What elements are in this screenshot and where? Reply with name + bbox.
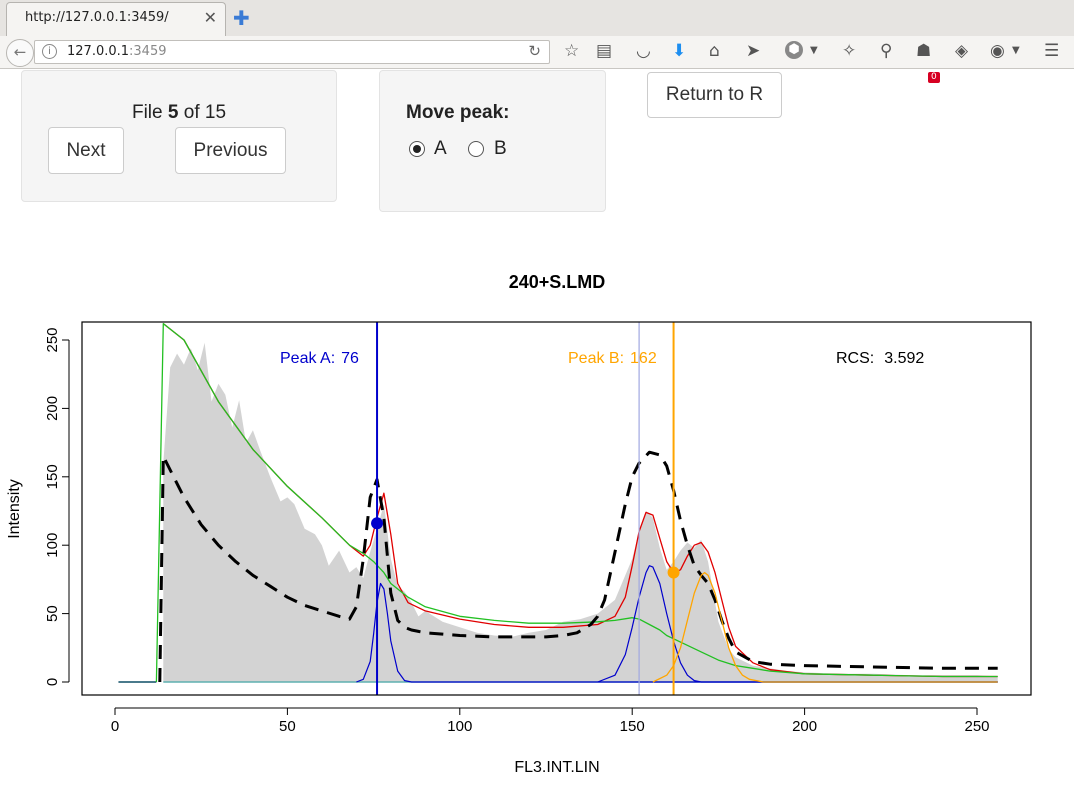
file-nav-panel: File 5 of 15 Next Previous [21,70,337,202]
radio-peak-b-label: B [494,138,507,159]
pocket-icon[interactable]: ◡ [636,41,651,61]
home-icon[interactable]: ⌂ [709,41,720,61]
send-icon[interactable]: ➤ [746,41,761,61]
peak-a-point [371,517,384,530]
tab-title: http://127.0.0.1:3459/ [25,10,169,25]
y-tick-label: 100 [44,533,61,558]
menu-icon[interactable]: ☰ [1044,41,1060,61]
peak-b-value: 162 [630,350,657,367]
peak-a-annotation: Peak A: 76 [280,350,359,367]
extension-dropdown-icon[interactable]: ▼ [1012,45,1020,56]
extension-spark-icon[interactable]: ✧ [842,41,857,61]
reload-icon[interactable]: ↻ [528,42,541,60]
radio-peak-a-label: A [434,138,447,159]
return-to-r-button[interactable]: Return to R [647,72,782,118]
url-host: 127.0.0.1 [67,44,130,59]
file-counter-middle: of [178,102,205,123]
dashed-fit-line [158,450,998,683]
x-tick-label: 200 [792,718,817,735]
peak-fit-plot: 240+S.LMD 0 50 100 150 200 250 0 50 100 150 200 250… [6,272,1032,776]
move-peak-title: Move peak: [406,102,510,123]
next-button[interactable]: Next [48,127,124,174]
browser-nav-bar: ← i 127.0.0.1:3459 ↻ ☆ ▤ ◡ ⬇ ⌂ ➤ ⬢ ▼ ✧ ⚲… [0,36,1074,83]
url-bar[interactable]: i 127.0.0.1:3459 ↻ [34,40,550,64]
y-tick-label: 200 [44,396,61,421]
axes-layer: 0 50 100 150 200 250 0 50 100 150 200 250 [44,327,990,735]
file-counter-prefix: File [131,102,168,123]
extension-eye-icon[interactable]: ◉ [990,41,1005,61]
y-tick-label: 150 [44,464,61,489]
peak-b-left-curve [597,565,998,683]
plot-frame [81,321,1032,696]
move-peak-panel: Move peak: A B [379,70,606,212]
x-tick-label: 150 [620,718,645,735]
x-tick-label: 250 [964,718,989,735]
extension-diamond-icon[interactable]: ◈ [955,41,969,61]
rcs-annotation: RCS: 3.592 [836,350,924,367]
y-tick-label: 0 [44,678,61,686]
url-port: :3459 [129,44,167,59]
x-tick-label: 100 [447,718,472,735]
x-tick-label: 50 [279,718,296,735]
rcs-value: 3.592 [884,350,924,367]
peak-a-curve [356,582,998,683]
file-counter-total: 15 [204,102,227,123]
bookmark-star-icon[interactable]: ☆ [564,41,580,61]
adblock-dropdown-icon[interactable]: ▼ [810,45,818,56]
download-icon[interactable]: ⬇ [672,41,687,61]
tab-close-icon[interactable]: ✕ [203,8,217,27]
ghost-icon[interactable]: ☗ [916,41,932,61]
new-tab-icon[interactable]: ✚ [233,6,250,30]
info-icon[interactable]: i [42,44,57,59]
radio-peak-a[interactable] [409,141,425,157]
fit-lines-layer [155,322,998,695]
url-text: 127.0.0.1:3459 [67,44,167,59]
plot-title: 240+S.LMD [509,272,606,292]
peak-a-value: 76 [341,350,359,367]
browser-tab[interactable]: http://127.0.0.1:3459/ ✕ [6,2,226,36]
peak-b-right-curve [652,571,998,683]
x-axis-label: FL3.INT.LIN [514,759,599,776]
notification-badge: 0 [928,72,940,83]
peak-a-label: Peak A: [280,350,335,367]
rcs-label: RCS: [836,350,874,367]
peak-b-annotation: Peak B: 162 [568,350,657,367]
previous-button[interactable]: Previous [175,127,286,174]
histogram-layer [118,342,998,683]
x-tick-label: 0 [111,718,119,735]
extension-pin-icon[interactable]: ⚲ [880,41,893,61]
browser-tab-bar: http://127.0.0.1:3459/ ✕ ✚ [0,0,1074,37]
histogram-area [163,342,998,682]
file-counter: File 5 of 15 [22,102,336,124]
reader-list-icon[interactable]: ▤ [596,41,613,61]
background-line [155,322,998,683]
file-counter-current: 5 [167,102,179,123]
radio-peak-b[interactable] [468,141,484,157]
adblock-icon[interactable]: ⬢ [785,41,803,59]
peak-b-point [667,566,680,579]
peak-b-label: Peak B: [568,350,624,367]
back-icon[interactable]: ← [6,39,34,67]
y-tick-label: 50 [44,605,61,622]
y-tick-label: 250 [44,327,61,352]
y-axis-label: Intensity [6,479,23,539]
